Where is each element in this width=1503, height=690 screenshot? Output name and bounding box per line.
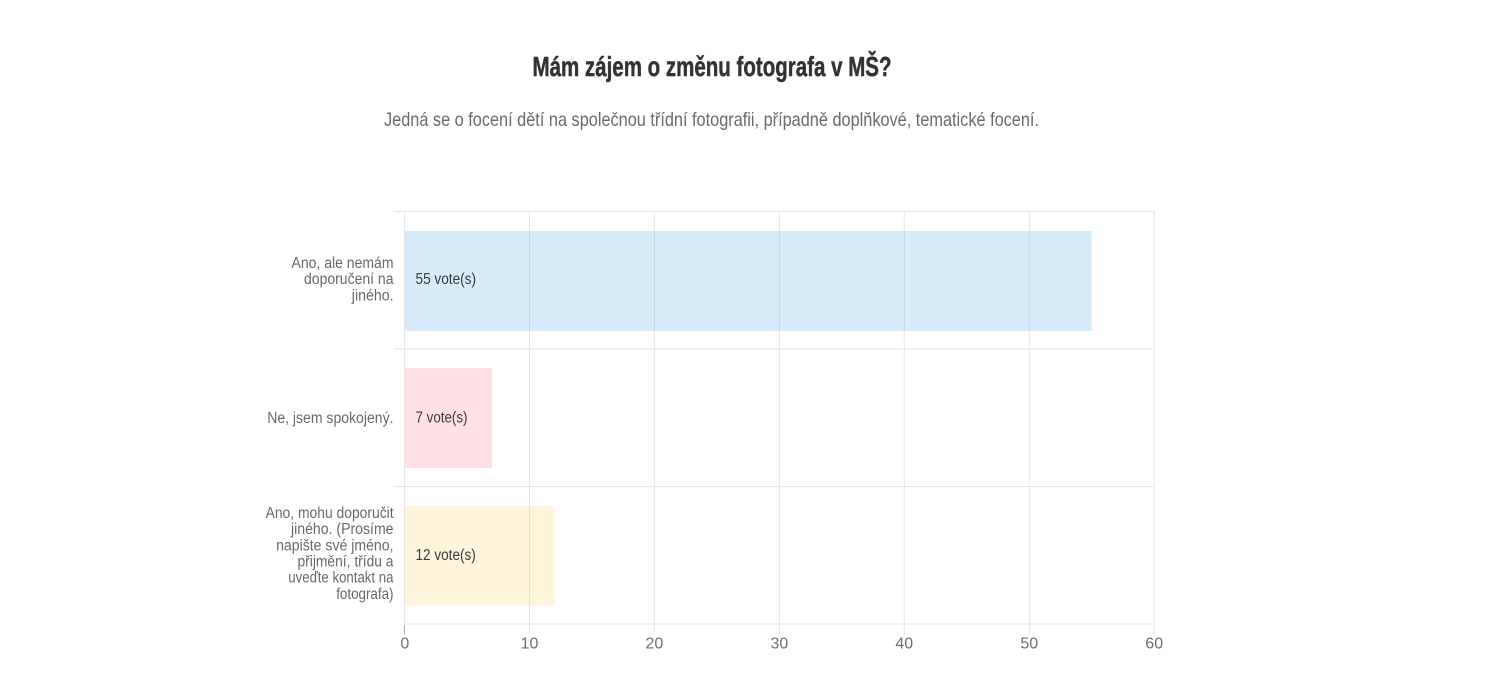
svg-text:Ano, mohu doporučit: Ano, mohu doporučit bbox=[266, 505, 395, 522]
svg-text:přijmění, třídu a: přijmění, třídu a bbox=[298, 554, 394, 571]
svg-text:napište své jméno,: napište své jméno, bbox=[276, 537, 393, 554]
svg-text:Ano, ale nemám: Ano, ale nemám bbox=[292, 255, 394, 272]
svg-text:jiného. (Prosíme: jiného. (Prosíme bbox=[290, 521, 393, 538]
svg-text:jiného.: jiného. bbox=[351, 287, 394, 304]
svg-text:10: 10 bbox=[521, 636, 539, 653]
svg-text:40: 40 bbox=[895, 636, 913, 653]
svg-text:fotografa): fotografa) bbox=[336, 586, 393, 603]
svg-text:30: 30 bbox=[771, 636, 789, 653]
svg-text:50: 50 bbox=[1020, 636, 1038, 653]
svg-text:doporučení na: doporučení na bbox=[304, 271, 394, 288]
svg-text:Ne, jsem spokojený.: Ne, jsem spokojený. bbox=[267, 410, 393, 427]
svg-text:Mám zájem o změnu fotografa v: Mám zájem o změnu fotografa v MŠ? bbox=[533, 50, 892, 82]
svg-text:0: 0 bbox=[400, 636, 409, 653]
svg-text:Jedná se o focení dětí na spol: Jedná se o focení dětí na společnou tříd… bbox=[384, 110, 1039, 131]
svg-text:7 vote(s): 7 vote(s) bbox=[416, 410, 468, 427]
svg-text:uveďte kontakt na: uveďte kontakt na bbox=[288, 570, 394, 587]
svg-text:60: 60 bbox=[1145, 636, 1163, 653]
svg-text:12 vote(s): 12 vote(s) bbox=[416, 547, 476, 564]
svg-text:55 vote(s): 55 vote(s) bbox=[416, 271, 477, 288]
svg-text:20: 20 bbox=[646, 636, 664, 653]
